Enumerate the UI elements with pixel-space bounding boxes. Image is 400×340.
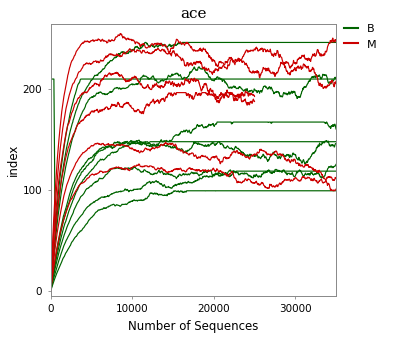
Title: ace: ace <box>180 7 206 21</box>
Y-axis label: index: index <box>7 143 20 176</box>
Legend: B, M: B, M <box>344 23 376 50</box>
X-axis label: Number of Sequences: Number of Sequences <box>128 320 258 333</box>
